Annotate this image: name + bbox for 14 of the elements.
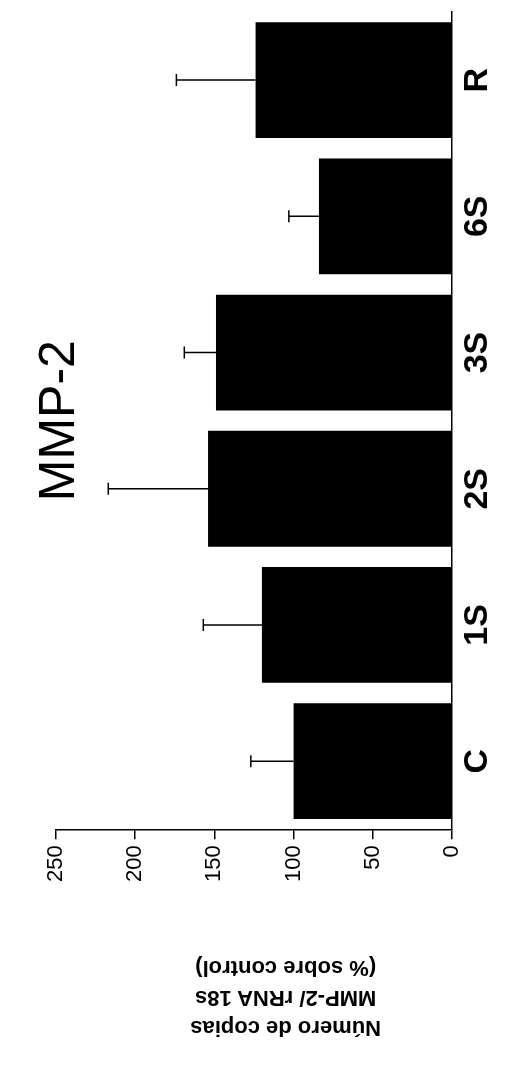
y-tick-label: 2S bbox=[456, 467, 495, 510]
x-tick-label: 250 bbox=[42, 845, 68, 883]
x-tick-label: 200 bbox=[121, 845, 147, 883]
y-tick-label: C bbox=[456, 748, 495, 774]
x-axis-title: Número de copias MMP-2/ rRNA 18s (% sobre control) bbox=[190, 956, 382, 1042]
y-tick-label: 3S bbox=[456, 331, 495, 374]
x-tick-label: 100 bbox=[279, 845, 305, 883]
x-tick-label: 150 bbox=[200, 845, 226, 883]
x-tick-label: 50 bbox=[358, 845, 384, 870]
x-tick-label: 0 bbox=[438, 845, 464, 858]
y-tick-label: R bbox=[456, 67, 495, 93]
text: MMP-2 bbox=[28, 340, 85, 502]
y-tick-label: 6S bbox=[456, 195, 495, 238]
y-tick-label: 1S bbox=[456, 604, 495, 646]
